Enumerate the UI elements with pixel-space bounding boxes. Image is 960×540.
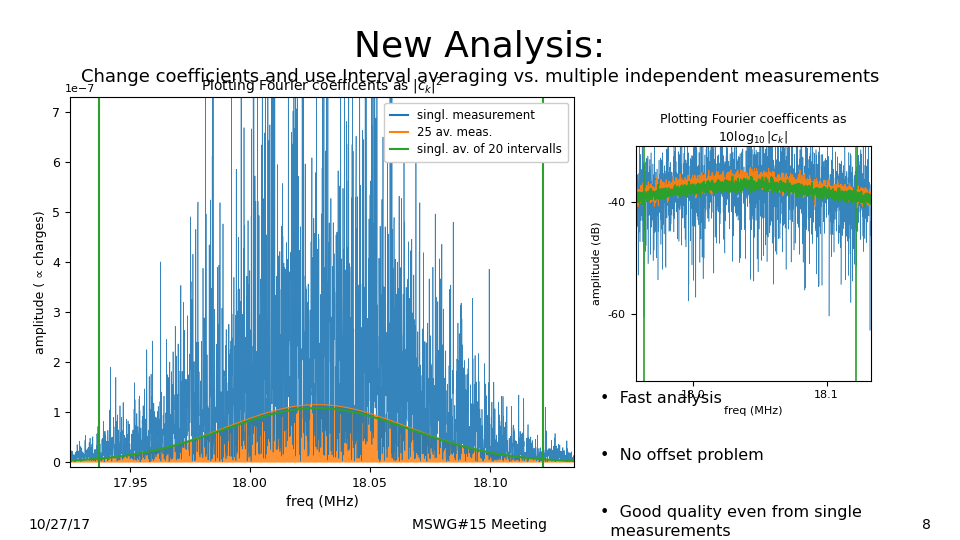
Text: MSWG#15 Meeting: MSWG#15 Meeting (413, 518, 547, 532)
Text: Change coefficients and use Interval averaging vs. multiple independent measurem: Change coefficients and use Interval ave… (81, 68, 879, 85)
Y-axis label: amplitude ( ∝ charges): amplitude ( ∝ charges) (34, 211, 47, 354)
Text: 8: 8 (923, 518, 931, 532)
Text: 1e−7: 1e−7 (65, 84, 95, 93)
X-axis label: freq (MHz): freq (MHz) (724, 406, 782, 416)
Text: •  No offset problem: • No offset problem (600, 448, 764, 463)
Y-axis label: amplitude (dB): amplitude (dB) (592, 221, 602, 305)
Text: New Analysis:: New Analysis: (354, 30, 606, 64)
Legend: singl. measurement, 25 av. meas., singl. av. of 20 intervalls: singl. measurement, 25 av. meas., singl.… (384, 103, 568, 162)
Title: Plotting Fourier coefficents as
$10\log_{10}|c_k|$: Plotting Fourier coefficents as $10\log_… (660, 113, 847, 146)
X-axis label: freq (MHz): freq (MHz) (286, 495, 358, 509)
Text: 10/27/17: 10/27/17 (29, 518, 91, 532)
Text: •  Good quality even from single
  measurements: • Good quality even from single measurem… (600, 505, 862, 538)
Title: Plotting Fourier coefficents as $|c_k|^2$: Plotting Fourier coefficents as $|c_k|^2… (202, 76, 443, 97)
Text: •  Fast analysis: • Fast analysis (600, 392, 722, 407)
